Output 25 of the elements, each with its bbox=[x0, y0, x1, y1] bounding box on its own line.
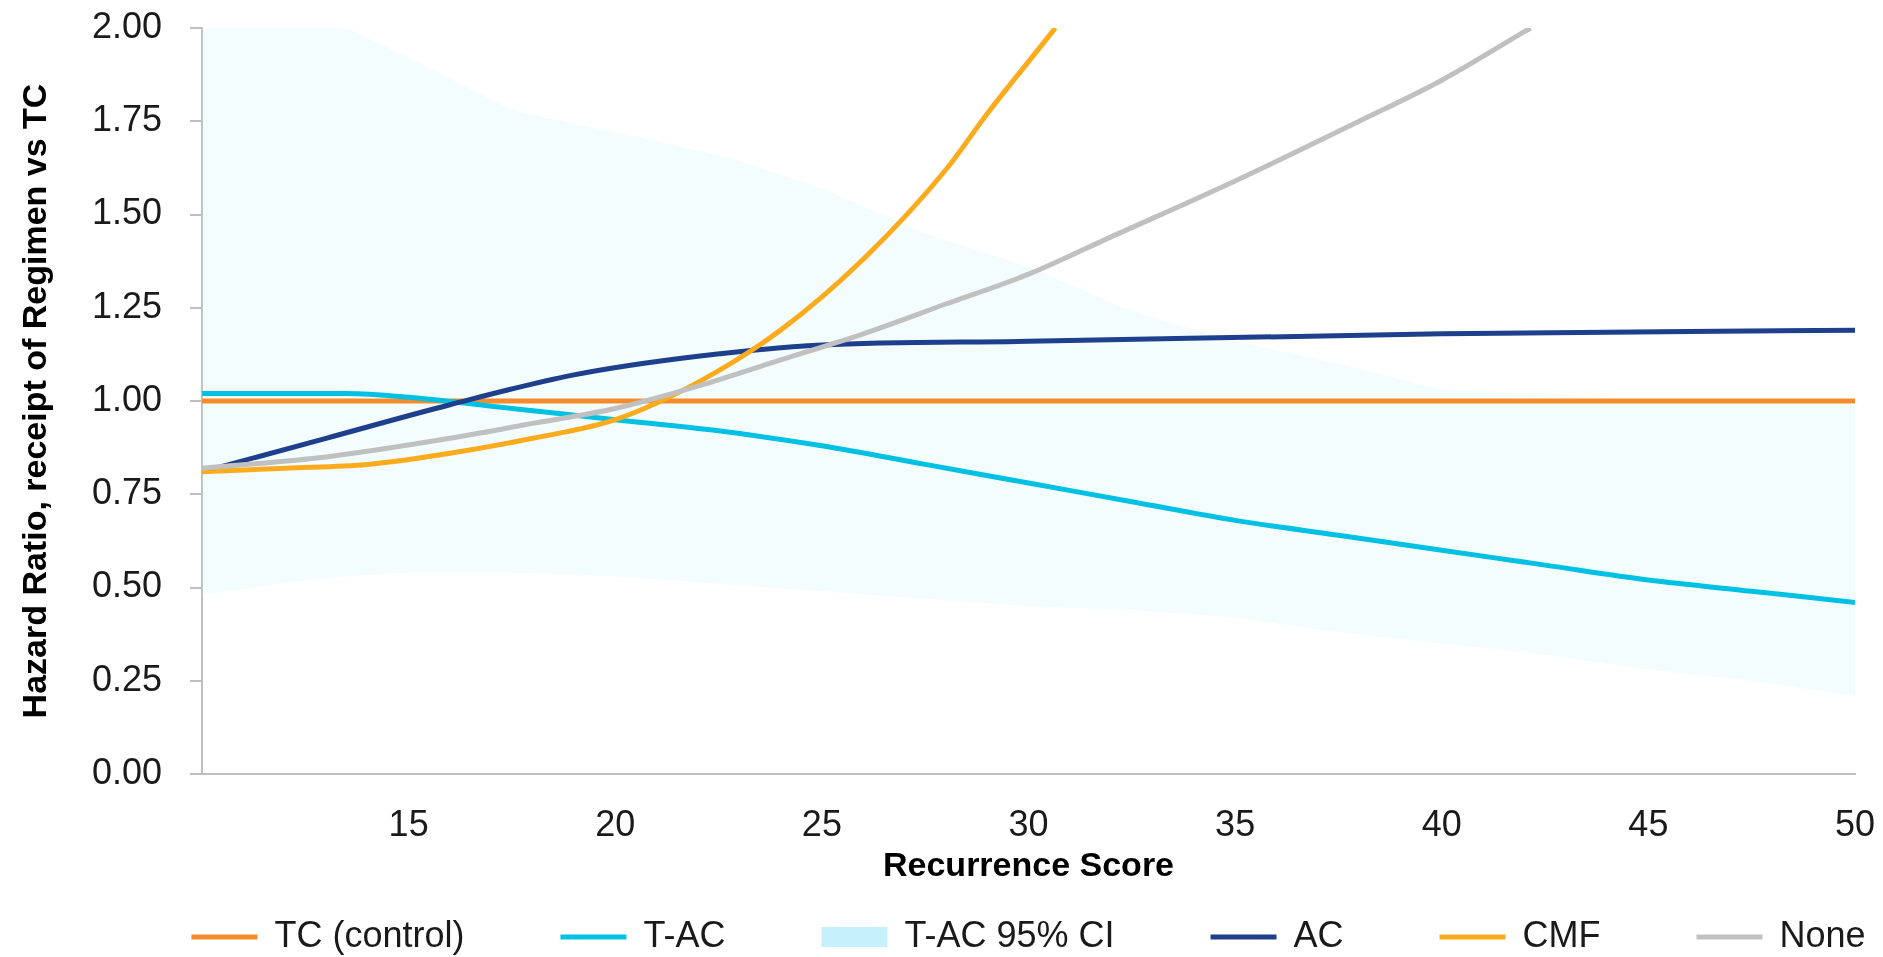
x-axis-title: Recurrence Score bbox=[882, 844, 1175, 883]
x-tick-label: 40 bbox=[1421, 802, 1462, 844]
x-tick-label: 20 bbox=[595, 802, 636, 844]
y-tick-label: 0.25 bbox=[91, 657, 162, 699]
y-tick-label: 0.75 bbox=[91, 471, 162, 513]
x-tick-label: 15 bbox=[388, 802, 429, 844]
legend-label: TC (control) bbox=[274, 913, 465, 955]
y-tick-label: 1.50 bbox=[91, 191, 162, 233]
legend-label: T-AC bbox=[643, 913, 726, 955]
y-axis-title: Hazard Ratio, receipt of Regimen vs TC bbox=[14, 83, 53, 719]
x-tick-label: 45 bbox=[1628, 802, 1669, 844]
x-tick-label: 50 bbox=[1834, 802, 1876, 844]
y-tick-label: 1.25 bbox=[91, 284, 162, 326]
y-tick-label: 1.00 bbox=[91, 377, 162, 419]
x-tick-label: 30 bbox=[1008, 802, 1049, 844]
legend-label: CMF bbox=[1522, 913, 1601, 955]
y-tick-label: 0.50 bbox=[91, 564, 162, 606]
y-tick-label: 0.00 bbox=[91, 750, 162, 792]
legend-label: T-AC 95% CI bbox=[904, 913, 1115, 955]
legend-label: None bbox=[1779, 913, 1866, 955]
y-tick-label: 1.75 bbox=[91, 98, 162, 140]
y-tick-label: 2.00 bbox=[91, 4, 162, 46]
x-tick-label: 25 bbox=[801, 802, 842, 844]
legend-label: AC bbox=[1293, 913, 1344, 955]
x-tick-label: 35 bbox=[1215, 802, 1256, 844]
